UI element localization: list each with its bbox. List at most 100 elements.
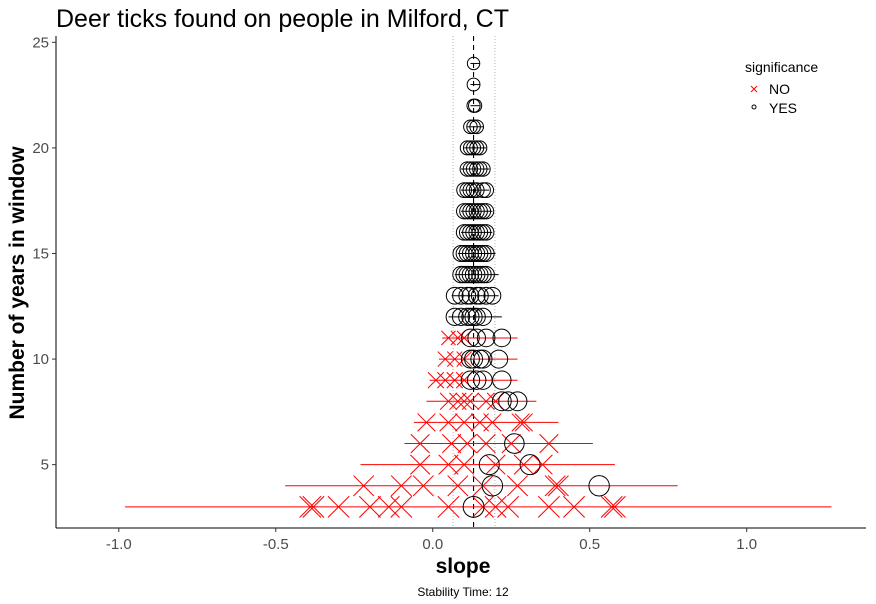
- point-no: [476, 433, 496, 454]
- point-yes: [468, 182, 485, 199]
- point-yes: [455, 265, 473, 284]
- point-yes: [473, 307, 493, 326]
- legend-key-yes: [751, 104, 757, 110]
- point-yes: [464, 307, 483, 326]
- point-yes: [471, 265, 489, 284]
- point-no: [437, 495, 460, 518]
- point-yes: [478, 182, 495, 199]
- point-no: [506, 475, 529, 497]
- point-no: [439, 413, 458, 432]
- point-yes: [471, 224, 489, 241]
- point-yes: [474, 203, 492, 220]
- y-tick-label: 15: [32, 245, 49, 262]
- point-no: [438, 454, 459, 475]
- point-yes: [445, 307, 464, 326]
- point-yes: [464, 265, 483, 284]
- legend-title: significance: [745, 59, 818, 75]
- point-yes: [452, 286, 470, 305]
- point-yes: [465, 244, 483, 262]
- point-no: [390, 475, 412, 497]
- point-no: [501, 433, 521, 454]
- point-no: [455, 392, 473, 411]
- x-tick-label: -1.0: [106, 536, 132, 553]
- x-tick-label: 0.0: [422, 536, 443, 553]
- point-yes: [468, 244, 486, 262]
- point-yes: [474, 224, 492, 241]
- x-axis-label: slope: [436, 555, 491, 578]
- point-yes: [466, 370, 487, 390]
- point-no: [441, 433, 462, 454]
- legend-label-no: NO: [769, 81, 790, 97]
- point-yes: [460, 349, 480, 369]
- point-yes: [462, 161, 479, 177]
- point-yes: [477, 244, 495, 262]
- point-no: [483, 413, 502, 432]
- point-yes: [467, 307, 486, 326]
- point-yes: [462, 182, 479, 199]
- point-yes: [467, 265, 486, 284]
- point-no: [511, 413, 530, 432]
- point-yes: [461, 265, 480, 284]
- point-no: [436, 371, 454, 389]
- point-yes: [476, 328, 496, 348]
- point-yes: [459, 140, 475, 156]
- point-no: [544, 475, 566, 497]
- point-no: [302, 495, 325, 518]
- point-no: [390, 495, 413, 518]
- point-yes: [489, 349, 509, 369]
- point-no: [514, 413, 533, 432]
- point-no: [410, 454, 431, 475]
- point-yes: [471, 244, 489, 262]
- point-no: [485, 454, 506, 475]
- x-tick-label: 1.0: [736, 536, 757, 553]
- point-yes: [507, 391, 528, 412]
- point-yes: [467, 286, 486, 305]
- point-yes: [460, 370, 481, 390]
- legend-label-yes: YES: [769, 100, 797, 116]
- point-yes: [464, 349, 484, 369]
- x-tick-label: -0.5: [263, 536, 289, 553]
- point-yes: [467, 328, 486, 348]
- point-yes: [491, 391, 512, 412]
- point-yes: [492, 370, 512, 390]
- point-yes: [468, 203, 485, 220]
- point-yes: [458, 265, 476, 284]
- point-yes: [472, 140, 488, 156]
- legend: significance NO YES: [745, 59, 818, 116]
- point-yes: [469, 140, 485, 156]
- point-no: [461, 392, 480, 411]
- x-tick-label: 0.5: [579, 536, 600, 553]
- point-no: [547, 475, 569, 497]
- point-no: [454, 413, 474, 432]
- point-yes: [445, 286, 464, 305]
- point-no: [446, 371, 464, 389]
- point-yes: [474, 244, 492, 262]
- point-yes: [473, 349, 493, 369]
- point-yes: [456, 182, 473, 199]
- y-tick-label: 20: [32, 140, 49, 157]
- point-no: [484, 495, 507, 518]
- chart-caption: Stability Time: 12: [417, 585, 509, 599]
- point-no: [539, 433, 559, 454]
- point-yes: [481, 475, 504, 497]
- point-yes: [466, 77, 481, 92]
- point-yes: [469, 119, 484, 135]
- point-yes: [477, 224, 495, 241]
- point-no: [299, 495, 322, 518]
- point-yes: [475, 161, 491, 177]
- point-yes: [465, 182, 482, 199]
- point-yes: [477, 286, 496, 305]
- point-yes: [461, 286, 480, 305]
- y-axis-ticks: 5 10 15 20 25: [32, 34, 56, 474]
- point-no: [537, 495, 560, 518]
- y-tick-label: 25: [32, 34, 49, 51]
- point-yes: [461, 307, 480, 326]
- point-no: [497, 495, 520, 518]
- point-no: [600, 495, 623, 518]
- point-no: [471, 495, 494, 518]
- point-yes: [466, 119, 481, 135]
- point-yes: [465, 203, 482, 220]
- chart-title: Deer ticks found on people in Milford, C…: [56, 5, 509, 33]
- point-yes: [468, 161, 485, 177]
